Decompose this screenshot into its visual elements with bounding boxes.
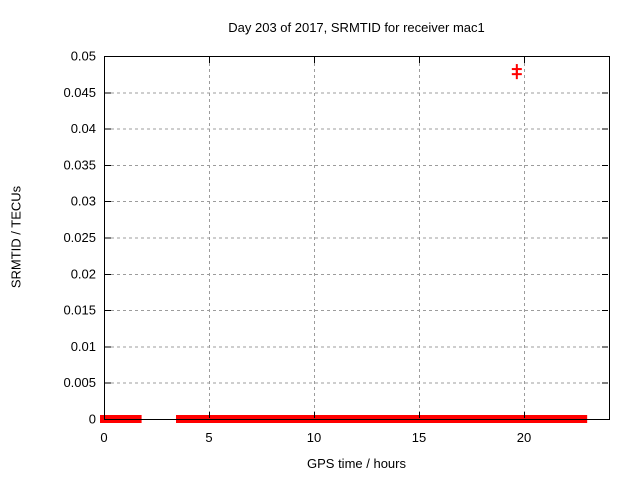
x-tick-label: 10 xyxy=(307,430,321,445)
y-tick-label: 0.005 xyxy=(63,375,96,390)
y-tick-label: 0.05 xyxy=(71,49,96,64)
x-tick-label: 0 xyxy=(100,430,107,445)
x-tick-label: 20 xyxy=(517,430,531,445)
chart-title: Day 203 of 2017, SRMTID for receiver mac… xyxy=(228,20,485,35)
y-tick-label: 0.015 xyxy=(63,303,96,318)
y-tick-label: 0.04 xyxy=(71,121,96,136)
y-tick-label: 0 xyxy=(89,412,96,427)
y-tick-label: 0.045 xyxy=(63,85,96,100)
x-axis-label: GPS time / hours xyxy=(307,456,406,471)
y-tick-label: 0.025 xyxy=(63,230,96,245)
x-tick-label: 15 xyxy=(412,430,426,445)
x-tick-label: 5 xyxy=(205,430,212,445)
y-tick-label: 0.035 xyxy=(63,157,96,172)
y-tick-label: 0.03 xyxy=(71,194,96,209)
plot-border xyxy=(104,56,610,420)
y-tick-label: 0.02 xyxy=(71,266,96,281)
y-tick-label: 0.01 xyxy=(71,339,96,354)
